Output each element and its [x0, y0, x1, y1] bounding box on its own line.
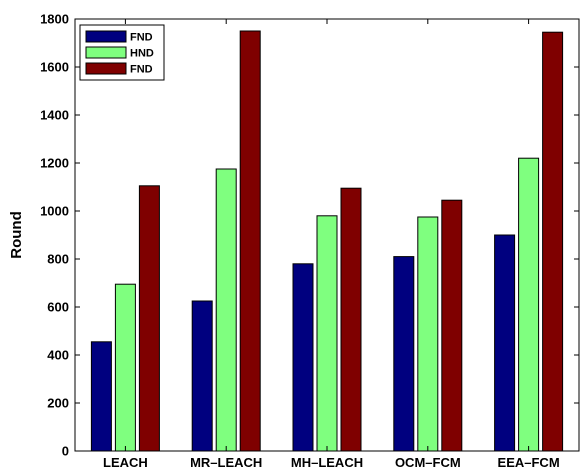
legend-swatch [85, 46, 127, 59]
legend-label: HND [130, 48, 154, 60]
legend-label: FND [130, 64, 153, 76]
bar-fnd-2 [292, 263, 314, 452]
x-tick-label: OCM–FCM [395, 455, 461, 470]
y-tick-label: 1800 [40, 12, 69, 27]
y-tick-label: 600 [47, 300, 69, 315]
bar-hnd-2 [316, 215, 338, 452]
x-axis-tick-labels: LEACH MR–LEACH MH–LEACH OCM–FCM EEA–FCM [103, 19, 560, 470]
legend: FND HND FND [79, 24, 165, 81]
plot-frame [74, 18, 580, 452]
legend-label: FND [130, 32, 153, 44]
bars [90, 30, 564, 452]
y-tick-label: 1200 [40, 156, 69, 171]
y-tick-label: 1400 [40, 108, 69, 123]
bar-fnd-3 [441, 199, 463, 452]
bar-fnd-2 [340, 187, 362, 452]
y-axis-label: Round [8, 211, 25, 258]
y-tick-label: 800 [47, 252, 69, 267]
bar-hnd-3 [417, 216, 439, 452]
bar-fnd-0 [90, 341, 112, 452]
bar-hnd-4 [518, 157, 540, 452]
bar-fnd-0 [138, 185, 160, 452]
bar-hnd-0 [114, 283, 136, 452]
y-axis-ticks: 0 200 400 600 800 1000 1200 1400 1600 1800 [40, 12, 579, 459]
bar-fnd-1 [239, 30, 261, 452]
y-tick-label: 1600 [40, 60, 69, 75]
x-tick-label: EEA–FCM [498, 455, 560, 470]
bar-fnd-4 [494, 234, 516, 452]
bar-fnd-3 [393, 256, 415, 452]
legend-swatch [85, 30, 127, 43]
y-tick-label: 0 [62, 444, 69, 459]
y-tick-label: 400 [47, 348, 69, 363]
x-tick-label: MR–LEACH [190, 455, 262, 470]
bar-hnd-1 [215, 168, 237, 452]
legend-swatch [85, 62, 127, 75]
x-tick-label: MH–LEACH [291, 455, 363, 470]
x-tick-label: LEACH [103, 455, 148, 470]
bar-fnd-4 [542, 31, 564, 452]
bar-fnd-1 [191, 300, 213, 452]
y-tick-label: 1000 [40, 204, 69, 219]
y-tick-label: 200 [47, 396, 69, 411]
